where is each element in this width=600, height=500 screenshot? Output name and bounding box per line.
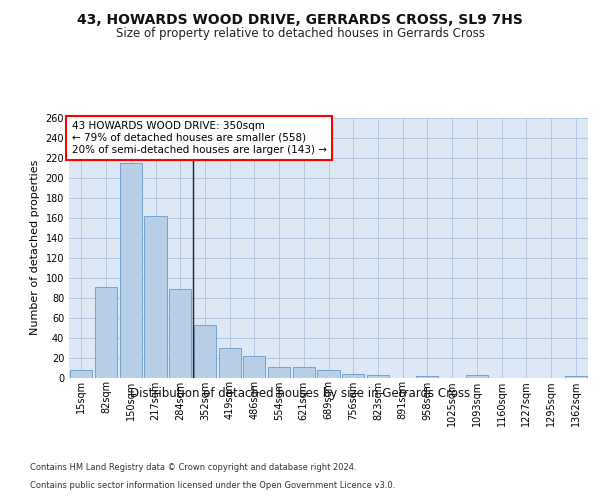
Text: Contains HM Land Registry data © Crown copyright and database right 2024.: Contains HM Land Registry data © Crown c… [30,464,356,472]
Bar [565,376,587,378]
Text: 43 HOWARDS WOOD DRIVE: 350sqm
← 79% of detached houses are smaller (558)
20% of : 43 HOWARDS WOOD DRIVE: 350sqm ← 79% of d… [71,122,326,154]
Text: Size of property relative to detached houses in Gerrards Cross: Size of property relative to detached ho… [115,28,485,40]
Bar [145,216,167,378]
Bar [243,356,265,378]
Bar [317,370,340,378]
Text: 43, HOWARDS WOOD DRIVE, GERRARDS CROSS, SL9 7HS: 43, HOWARDS WOOD DRIVE, GERRARDS CROSS, … [77,12,523,26]
Bar [194,324,216,378]
Text: Distribution of detached houses by size in Gerrards Cross: Distribution of detached houses by size … [130,388,470,400]
Bar [70,370,92,378]
Bar [268,366,290,378]
Bar [95,286,117,378]
Bar [342,374,364,378]
Bar [367,374,389,378]
Bar [416,376,439,378]
Bar [218,348,241,378]
Bar [466,374,488,378]
Text: Contains public sector information licensed under the Open Government Licence v3: Contains public sector information licen… [30,481,395,490]
Bar [169,288,191,378]
Y-axis label: Number of detached properties: Number of detached properties [30,160,40,335]
Bar [293,366,315,378]
Bar [119,162,142,378]
